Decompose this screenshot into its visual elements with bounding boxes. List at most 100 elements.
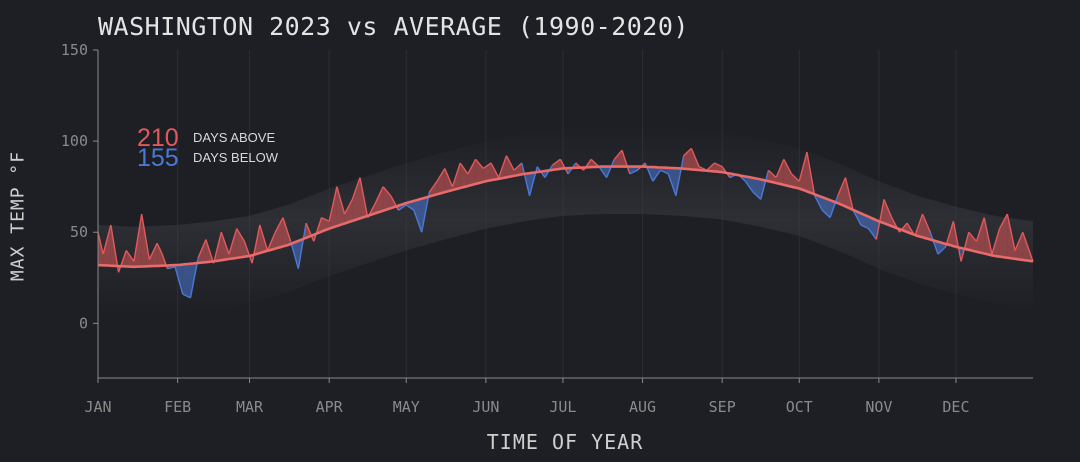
legend-label: DAYS BELOW [193, 150, 279, 165]
observed-segment [110, 224, 120, 273]
observed-segment [791, 173, 800, 182]
deviation-area [182, 263, 191, 298]
observed-segment [852, 210, 862, 226]
deviation-area [552, 159, 561, 170]
observed-segment [760, 170, 770, 200]
x-tick-label: SEP [709, 398, 736, 416]
observed-segment [351, 177, 361, 200]
tick-labels: 0 50 100 150 JAN FEB MAR APR MAY JUN JUL AUG SEP OCT N… [61, 41, 970, 416]
deviation-area [614, 150, 622, 167]
y-axis-label: MAX TEMP °F [7, 150, 29, 282]
observed-segment [266, 231, 276, 251]
observed-segment [405, 204, 415, 211]
observed-segment [875, 199, 885, 240]
observed-segment [125, 250, 135, 262]
y-tick-label: 100 [61, 132, 88, 150]
observed-segment [321, 217, 330, 222]
observed-segment [1006, 213, 1016, 251]
observed-segment [829, 195, 839, 218]
observed-segment [937, 246, 947, 255]
observed-segment [212, 232, 222, 264]
deviation-area [413, 198, 422, 233]
x-tick-label: FEB [164, 398, 191, 416]
observed-segment [621, 150, 631, 175]
deviation-area [157, 243, 163, 266]
deviation-area [837, 177, 846, 207]
observed-segment [475, 158, 484, 169]
observed-segment [148, 242, 158, 260]
observed-segment [706, 162, 715, 171]
observed-segment [205, 239, 215, 264]
observed-segment [605, 159, 615, 178]
deviation-area [976, 217, 985, 254]
x-tick-label: JUN [472, 398, 499, 416]
observed-segment [952, 221, 962, 262]
deviation-area [968, 232, 977, 252]
observed-segment [814, 195, 823, 211]
deviation-area [629, 166, 638, 174]
observed-segment [944, 221, 955, 248]
observed-segment [629, 169, 638, 175]
deviation-area [236, 228, 245, 258]
observed-segment [783, 159, 793, 175]
observed-segment [133, 213, 143, 262]
y-tick-label: 0 [79, 314, 88, 332]
observed-segment [598, 166, 608, 178]
observed-segment [667, 173, 677, 197]
observed-segment [914, 213, 924, 237]
observed-segment [559, 159, 569, 175]
deviation-area [467, 159, 476, 186]
observed-segment [197, 239, 207, 259]
observed-segment [297, 222, 307, 269]
observed-segment [428, 180, 438, 193]
deviation-area [375, 186, 384, 214]
observed-segment [156, 242, 163, 255]
deviation-area [275, 217, 283, 249]
x-tick-label: NOV [865, 398, 892, 416]
observed-segment [328, 186, 338, 222]
legend: 210 DAYS ABOVE 155 DAYS BELOW [137, 124, 279, 172]
observed-segment [660, 169, 669, 175]
x-tick-label: DEC [942, 398, 969, 416]
observed-segment [613, 149, 623, 160]
observed-segment [767, 169, 777, 179]
observed-segment [1022, 231, 1034, 262]
deviation-area [352, 177, 360, 221]
observed-segment [140, 213, 151, 260]
axes [93, 49, 1033, 383]
observed-segment [860, 224, 869, 230]
y-tick-label: 50 [70, 223, 88, 241]
climate-band [98, 126, 1033, 315]
observed-segment [313, 217, 323, 242]
observed-segment [282, 217, 292, 242]
observed-segment [228, 228, 238, 255]
x-tick-label: APR [316, 398, 344, 416]
chart-title: WASHINGTON 2023 vs AVERAGE (1990-2020) [98, 12, 689, 41]
observed-segment [844, 177, 854, 211]
deviation-area [999, 214, 1008, 258]
observed-segment [236, 228, 246, 242]
observed-segment [752, 191, 762, 200]
observed-segment [798, 151, 808, 182]
observed-segment [359, 177, 369, 218]
deviation-area [1015, 232, 1023, 260]
deviation-area [506, 155, 515, 178]
observed-segment [420, 192, 431, 233]
observed-segment [868, 228, 877, 240]
observed-segment [382, 186, 392, 197]
observed-segment [960, 232, 970, 262]
observed-segment [467, 159, 477, 175]
x-axis-label: TIME OF YEAR [486, 430, 644, 454]
legend-count: 210 [137, 124, 179, 152]
deviation-area [460, 163, 468, 188]
observed-segment [243, 241, 253, 264]
observed-segment [274, 217, 284, 233]
observed-segment [343, 199, 353, 215]
deviation-area [868, 216, 877, 240]
observed-segment [289, 241, 300, 269]
observed-segment [921, 213, 931, 233]
x-tick-label: OCT [786, 398, 813, 416]
deviation-area [344, 199, 353, 224]
observed-segment [968, 231, 978, 242]
